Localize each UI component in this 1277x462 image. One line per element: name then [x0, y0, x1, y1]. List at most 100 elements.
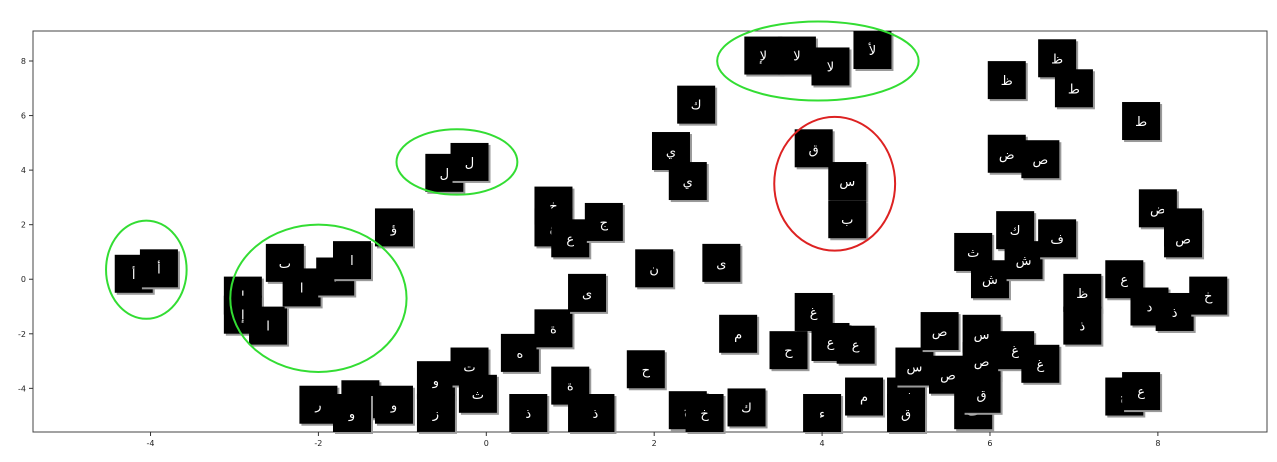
point-tile	[568, 273, 607, 312]
point-label: ض	[1150, 202, 1166, 217]
point-label: ظ	[1001, 74, 1013, 89]
point-label: و	[348, 407, 355, 422]
data-point: ذ	[1063, 306, 1104, 347]
data-point: ز	[416, 393, 457, 434]
data-point: ص	[920, 312, 961, 353]
data-point: ظ	[987, 61, 1028, 102]
point-tile	[987, 61, 1026, 100]
point-label: ك	[691, 99, 702, 114]
point-tile	[853, 31, 892, 69]
point-tile	[1054, 69, 1093, 108]
data-point: ق	[887, 394, 928, 434]
data-point: ن	[635, 249, 676, 290]
point-tile	[534, 309, 573, 348]
point-tile	[1155, 292, 1194, 331]
data-point: غ	[1021, 344, 1062, 385]
point-label: م	[860, 391, 868, 406]
point-label: ع	[1137, 385, 1145, 400]
point-tile	[374, 208, 413, 247]
point-label: لإ	[760, 50, 767, 65]
point-tile	[1063, 306, 1102, 345]
data-point: ش	[970, 260, 1011, 301]
point-tile	[282, 268, 321, 307]
y-tick-label: 0	[21, 275, 26, 284]
point-label: ش	[1016, 254, 1032, 269]
point-tile	[668, 162, 707, 201]
data-point: لإ	[744, 36, 785, 77]
point-label: ح	[784, 344, 793, 359]
point-tile	[584, 202, 623, 241]
point-label: لا	[793, 50, 800, 65]
point-tile	[962, 374, 1001, 413]
data-point: أ	[139, 249, 180, 290]
point-tile	[828, 162, 867, 201]
y-axis: -4 -2 0 2 4 6 8	[18, 57, 33, 393]
point-tile	[1122, 102, 1161, 141]
point-label: ط	[1068, 82, 1080, 97]
point-label: ل	[440, 167, 449, 182]
data-point: لأ	[853, 31, 894, 71]
x-tick-label: 6	[987, 439, 992, 448]
data-point: ص	[1021, 140, 1062, 181]
point-label: أ	[157, 260, 161, 277]
point-tile	[139, 249, 178, 288]
y-tick-label: 8	[21, 57, 26, 66]
data-point: ع	[1122, 372, 1163, 413]
point-label: ذ	[593, 407, 599, 422]
point-label: ظ	[1076, 287, 1088, 302]
point-tile	[803, 394, 842, 432]
point-tile	[970, 260, 1009, 299]
point-label: ة	[550, 322, 557, 337]
point-tile	[500, 333, 539, 372]
point-tile	[509, 394, 548, 432]
point-tile	[836, 325, 875, 364]
point-tile	[744, 36, 783, 75]
point-label: ء	[819, 407, 825, 422]
point-label: غ	[810, 306, 818, 321]
data-point: ب	[828, 200, 869, 241]
point-label: ق	[809, 142, 819, 157]
point-label: أ	[132, 266, 136, 283]
data-point: ؤ	[374, 208, 415, 249]
point-label: ع	[566, 232, 574, 247]
point-tile	[332, 241, 371, 280]
point-label: س	[839, 175, 855, 190]
point-label: ؤ	[390, 221, 397, 236]
point-label: ن	[649, 262, 659, 277]
point-label: ذ	[1172, 306, 1178, 321]
point-label: ف	[1050, 232, 1063, 247]
rings-layer	[105, 20, 920, 373]
point-label: ق	[977, 388, 987, 403]
point-tile	[1021, 344, 1060, 383]
point-tile	[1189, 276, 1228, 315]
point-label: ذ	[525, 407, 531, 422]
point-tile	[769, 331, 808, 370]
points-layer: أأإإاباااؤللرقوووزتثهةذخغعجىةدذنحييكجخىم…	[114, 31, 1230, 434]
data-point: م	[845, 377, 886, 418]
point-label: خ	[700, 407, 709, 422]
point-tile	[450, 142, 489, 181]
data-point: ك	[727, 388, 768, 429]
point-label: إ	[241, 309, 245, 324]
data-point: ك	[677, 85, 718, 126]
point-tile	[249, 306, 288, 345]
y-tick-label: 6	[21, 112, 26, 121]
point-label: ى	[582, 287, 592, 302]
point-label: لا	[827, 60, 834, 75]
data-point: م	[719, 314, 760, 355]
point-label: ا	[266, 320, 270, 335]
point-label: ك	[741, 401, 752, 416]
point-tile	[929, 355, 968, 394]
point-label: ع	[852, 339, 860, 354]
point-tile	[416, 393, 455, 432]
data-point: و	[374, 385, 415, 426]
point-label: ث	[967, 246, 979, 261]
data-point: ي	[668, 162, 709, 203]
point-label: ر	[314, 399, 321, 414]
green-cluster-ring	[395, 128, 519, 196]
point-tile	[1004, 241, 1043, 280]
data-point: خ	[685, 394, 726, 434]
point-tile	[719, 314, 758, 353]
point-label: ص	[932, 325, 948, 340]
point-label: ة	[567, 380, 574, 395]
